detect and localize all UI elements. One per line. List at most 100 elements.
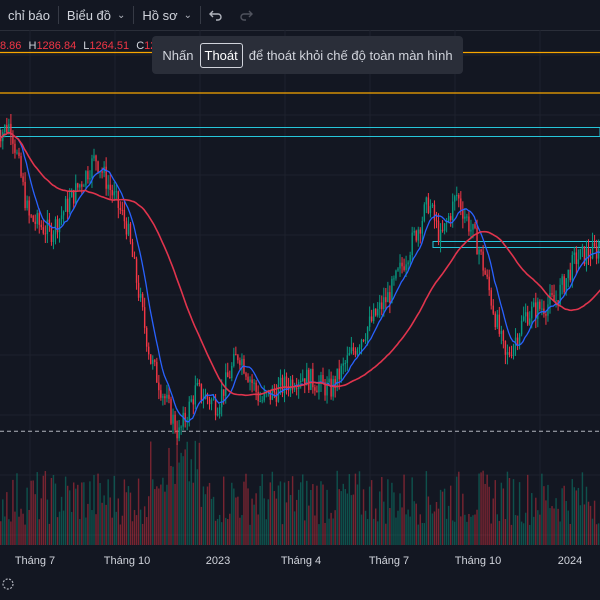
candle-body [437, 220, 440, 243]
clock-icon[interactable] [2, 578, 14, 590]
candle-body [218, 407, 221, 415]
candle-body [156, 361, 158, 383]
candle-body [476, 227, 478, 255]
volume-bar [30, 480, 32, 545]
volume-bar [34, 494, 36, 545]
volume-bar [553, 508, 555, 545]
candle-body [591, 242, 594, 259]
chart-type-dropdown[interactable]: Biểu đồ ⌄ [59, 0, 133, 30]
candle-body [214, 399, 217, 416]
candle-body [143, 307, 146, 328]
candle-body [289, 379, 292, 391]
volume-bar [342, 483, 344, 545]
volume-bar [233, 488, 235, 545]
volume-bar [279, 481, 282, 545]
volume-bar [449, 485, 452, 545]
redo-button[interactable] [231, 0, 261, 30]
volume-bar [0, 521, 2, 545]
toolbar-divider [133, 6, 135, 24]
volume-bar [194, 440, 197, 545]
escape-key-button[interactable]: Thoát [199, 42, 243, 68]
volume-bar [409, 516, 411, 545]
candle-body [336, 368, 338, 388]
volume-bar [79, 519, 81, 545]
low-key: L [83, 40, 90, 52]
volume-bar [500, 482, 503, 545]
candle-body [500, 330, 503, 334]
candle-body [577, 259, 580, 265]
volume-bar [312, 484, 314, 545]
candle-body [233, 354, 235, 367]
volume-bar [265, 519, 267, 545]
candle-body [119, 208, 122, 210]
volume-bar [145, 517, 148, 545]
volume-bar [40, 498, 43, 545]
candle-body [137, 282, 140, 298]
volume-bar [360, 514, 363, 545]
candle-body [148, 346, 150, 355]
volume-bar [403, 474, 405, 545]
volume-bar [492, 498, 494, 545]
candle-body [129, 223, 132, 243]
volume-bar [302, 474, 304, 545]
volume-bar [391, 482, 393, 545]
candle-body [154, 360, 156, 362]
volume-bar [109, 497, 111, 545]
volume-bar [356, 484, 359, 545]
candle-body [113, 191, 115, 196]
volume-bar [561, 488, 563, 545]
volume-bar [545, 500, 547, 545]
candle-body [235, 354, 237, 356]
candle-body [58, 219, 61, 233]
candle-body [192, 399, 195, 405]
volume-bar [24, 524, 26, 545]
volume-bar [354, 473, 357, 545]
volume-bar [54, 483, 57, 545]
candle-body [571, 255, 573, 281]
candle-body [445, 221, 448, 224]
volume-bar [93, 475, 95, 545]
volume-bar [486, 474, 488, 545]
volume-bar [243, 481, 245, 545]
volume-bar [28, 509, 30, 545]
candle-body [168, 394, 170, 399]
candle-body [447, 216, 450, 222]
volume-bar [178, 462, 180, 545]
candle-body [508, 352, 511, 355]
candle-body [348, 353, 351, 356]
candle-body [281, 377, 284, 394]
volume-bar [537, 510, 539, 545]
volume-bar [352, 494, 355, 545]
volume-bar [119, 524, 122, 545]
candle-body [8, 123, 10, 133]
volume-bar [170, 465, 172, 545]
undo-button[interactable] [201, 0, 231, 30]
volume-bar [229, 513, 231, 545]
candle-body [583, 246, 586, 265]
volume-bar [20, 508, 22, 545]
volume-bar [105, 504, 107, 545]
price-chart[interactable]: Tháng 7 Tháng 10 2023 Tháng 4 Tháng 7 Tháng 1… [0, 30, 600, 600]
volume-bar [107, 479, 109, 545]
volume-bar [220, 522, 223, 545]
top-toolbar: chỉ báo Biểu đồ ⌄ Hồ sơ ⌄ [0, 0, 600, 31]
candle-body [397, 268, 399, 271]
volume-bar [293, 511, 296, 545]
volume-bar [472, 515, 474, 545]
candle-body [44, 233, 47, 235]
candle-body [60, 215, 63, 220]
volume-bar [310, 489, 312, 545]
indicators-button[interactable]: chỉ báo [0, 0, 58, 30]
profile-dropdown[interactable]: Hồ sơ ⌄ [134, 0, 200, 30]
candle-body [38, 213, 40, 225]
volume-bar [235, 497, 237, 545]
candle-body [360, 339, 363, 348]
candle-body [557, 300, 559, 305]
volume-bar [340, 491, 342, 545]
candle-body [127, 223, 130, 235]
candle-body [22, 176, 24, 182]
volume-bar [496, 514, 499, 545]
candle-body [95, 155, 97, 162]
undo-icon [209, 10, 222, 21]
candle-body [172, 414, 174, 424]
